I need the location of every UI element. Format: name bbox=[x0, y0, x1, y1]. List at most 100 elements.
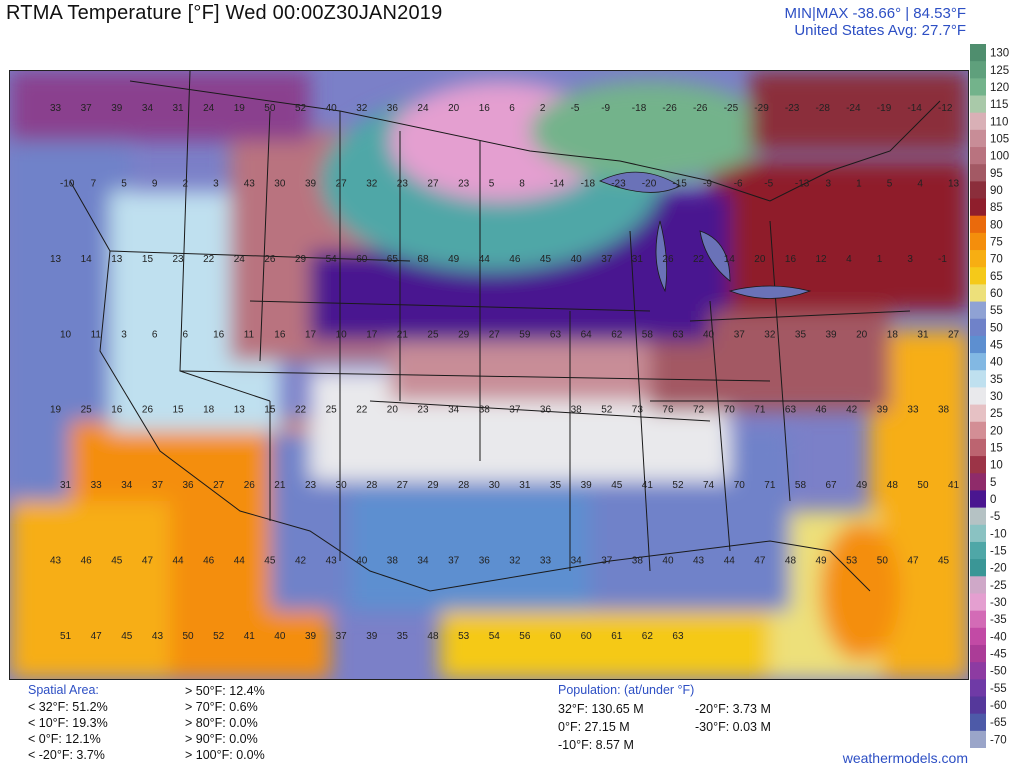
legend-label: 45 bbox=[990, 339, 1003, 351]
color-legend: 1301251201151101051009590858075706560555… bbox=[970, 44, 1009, 748]
map-value-label: -9 bbox=[703, 178, 712, 189]
map-value-label: 6 bbox=[509, 103, 515, 114]
map-value-label: 3 bbox=[907, 254, 913, 265]
legend-label: 30 bbox=[990, 391, 1003, 403]
map-value-label: 37 bbox=[336, 631, 348, 642]
map-value-label: 18 bbox=[887, 329, 899, 340]
map-value-label: 16 bbox=[785, 254, 797, 265]
map-value-label: 31 bbox=[917, 329, 929, 340]
map-value-label: 47 bbox=[91, 631, 103, 642]
map-value-labels: 33 37 39 34 31 24 19 50 52 40 32 36 24 20 16 6 2 -5 -9 -18-… bbox=[50, 103, 960, 642]
map-value-label: 60 bbox=[550, 631, 562, 642]
legend-label: 10 bbox=[990, 460, 1003, 472]
map-value-label: 58 bbox=[642, 329, 654, 340]
us-average-readout: United States Avg: 27.7°F bbox=[794, 22, 966, 39]
map-value-label: 34 bbox=[417, 556, 429, 567]
legend-label: 105 bbox=[990, 133, 1009, 145]
map-value-label: 37 bbox=[81, 103, 93, 114]
map-value-label: 54 bbox=[326, 254, 338, 265]
legend-label: -40 bbox=[990, 631, 1007, 643]
map-value-label: -5 bbox=[571, 103, 580, 114]
legend-swatch bbox=[970, 215, 986, 234]
map-value-label: 27 bbox=[489, 329, 501, 340]
map-value-label: 15 bbox=[142, 254, 154, 265]
map-value-label: 20 bbox=[387, 405, 399, 416]
temperature-map[interactable]: 33 37 39 34 31 24 19 50 52 40 32 36 24 20 16 6 2 -5 -9 -18-… bbox=[9, 70, 969, 680]
map-value-label: 40 bbox=[662, 556, 674, 567]
map-value-label: 50 bbox=[917, 480, 929, 491]
legend-swatch bbox=[970, 44, 986, 62]
map-value-label: 16 bbox=[111, 405, 123, 416]
map-value-label: 32 bbox=[764, 329, 776, 340]
map-value-label: 52 bbox=[672, 480, 684, 491]
map-value-label: 38 bbox=[632, 556, 644, 567]
map-canvas: 33 37 39 34 31 24 19 50 52 40 32 36 24 20 16 6 2 -5 -9 -18-… bbox=[10, 71, 968, 679]
legend-swatch bbox=[970, 301, 986, 320]
map-value-label: 37 bbox=[601, 556, 613, 567]
legend-swatch bbox=[970, 730, 986, 748]
map-value-label: 52 bbox=[601, 405, 613, 416]
map-value-label: 37 bbox=[152, 480, 164, 491]
map-value-label: 42 bbox=[295, 556, 307, 567]
map-value-label: -10 bbox=[60, 178, 75, 189]
legend-swatch bbox=[970, 576, 986, 594]
map-value-label: 25 bbox=[81, 405, 93, 416]
map-value-label: 37 bbox=[509, 405, 521, 416]
legend-label: 85 bbox=[990, 202, 1003, 214]
legend-swatch bbox=[970, 267, 986, 285]
legend-label: -10 bbox=[990, 528, 1007, 540]
map-value-label: 8 bbox=[519, 178, 525, 189]
map-value-label: 76 bbox=[662, 405, 674, 416]
map-value-label: 71 bbox=[754, 405, 766, 416]
map-value-label: -23 bbox=[785, 103, 800, 114]
legend-label: 55 bbox=[990, 305, 1003, 317]
legend-label: 100 bbox=[990, 151, 1009, 163]
map-value-label: 29 bbox=[458, 329, 470, 340]
legend-label: -30 bbox=[990, 597, 1007, 609]
map-value-label: 32 bbox=[356, 103, 368, 114]
great-lakes bbox=[599, 171, 812, 299]
legend-swatch bbox=[970, 353, 986, 371]
map-value-label: 3 bbox=[213, 178, 219, 189]
map-value-label: 2 bbox=[183, 178, 189, 189]
legend-label: 25 bbox=[990, 408, 1003, 420]
map-value-label: 31 bbox=[519, 480, 531, 491]
map-value-label: 43 bbox=[693, 556, 705, 567]
map-value-label: 34 bbox=[571, 556, 583, 567]
map-value-label: -5 bbox=[764, 178, 773, 189]
map-value-label: 49 bbox=[816, 556, 828, 567]
credit-link[interactable]: weathermodels.com bbox=[842, 750, 968, 766]
legend-swatch bbox=[970, 559, 986, 577]
map-value-label: 63 bbox=[550, 329, 562, 340]
map-value-label: -28 bbox=[816, 103, 831, 114]
legend-label: 110 bbox=[990, 116, 1008, 128]
map-value-label: 50 bbox=[264, 103, 276, 114]
map-value-label: 24 bbox=[234, 254, 246, 265]
map-value-label: 31 bbox=[60, 480, 72, 491]
legend-swatch bbox=[970, 147, 986, 165]
map-value-label: 22 bbox=[295, 405, 307, 416]
map-value-label: 59 bbox=[519, 329, 531, 340]
map-value-label: 44 bbox=[724, 556, 736, 567]
legend-label: 5 bbox=[990, 477, 996, 489]
map-value-label: 45 bbox=[611, 480, 623, 491]
legend-label: 15 bbox=[990, 443, 1003, 455]
map-value-label: 43 bbox=[152, 631, 164, 642]
map-value-label: 38 bbox=[387, 556, 399, 567]
legend-swatch bbox=[970, 421, 986, 440]
map-value-label: 28 bbox=[458, 480, 470, 491]
map-value-label: 33 bbox=[540, 556, 552, 567]
map-value-label: 23 bbox=[417, 405, 429, 416]
legend-label: -45 bbox=[990, 649, 1007, 661]
spatial-area-heading: Spatial Area: bbox=[28, 683, 99, 697]
map-value-label: 22 bbox=[693, 254, 705, 265]
map-value-label: 25 bbox=[427, 329, 439, 340]
legend-label: -35 bbox=[990, 614, 1007, 626]
map-value-label: -18 bbox=[581, 178, 596, 189]
map-value-label: 39 bbox=[305, 178, 317, 189]
legend-label: 75 bbox=[990, 236, 1003, 248]
map-value-label: 1 bbox=[856, 178, 862, 189]
map-value-label: 23 bbox=[305, 480, 317, 491]
legend-swatch bbox=[970, 164, 986, 182]
legend-label: 90 bbox=[990, 185, 1003, 197]
